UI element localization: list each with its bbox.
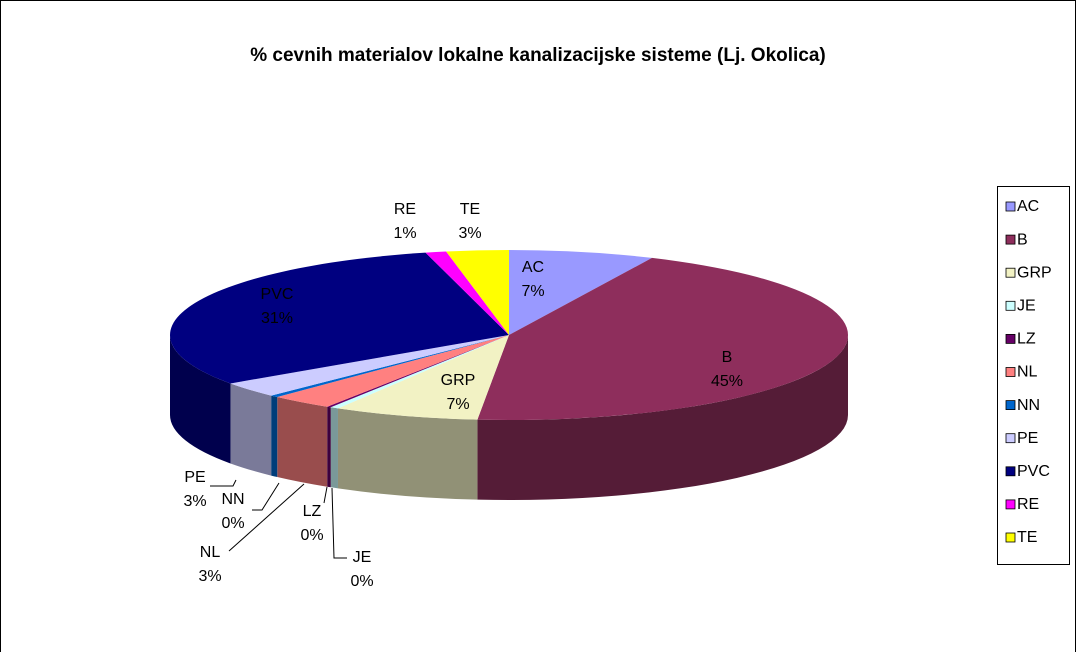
leader-line: [210, 479, 237, 487]
legend-swatch: [1005, 333, 1016, 344]
legend-swatch: [1005, 466, 1016, 477]
slice: [509, 250, 653, 335]
chart-title: % cevnih materialov lokalne kanalizacijs…: [250, 45, 826, 66]
slice: [477, 257, 848, 420]
slice: [446, 250, 509, 335]
data-label-value: 45%: [711, 373, 743, 390]
slice-side: [277, 397, 328, 487]
leader-line: [323, 486, 328, 504]
legend-swatch: [1005, 532, 1016, 543]
data-label-name: B: [722, 349, 733, 366]
slice: [330, 335, 509, 409]
legend-label: TE: [1017, 529, 1037, 546]
data-label-value: 3%: [198, 568, 221, 585]
slice-side: [327, 406, 331, 488]
legend-swatch: [1005, 234, 1016, 245]
legend-swatch: [1005, 367, 1016, 377]
data-label-value: 0%: [221, 515, 244, 532]
legend-label: NN: [1017, 397, 1040, 414]
slice-side: [271, 395, 278, 478]
slice: [271, 335, 509, 398]
slice-side: [170, 335, 231, 464]
leader-line: [252, 482, 280, 511]
legend-swatch: [1005, 433, 1016, 444]
data-label-name: NL: [200, 544, 221, 561]
legend-label: B: [1017, 231, 1028, 248]
data-label-value: 31%: [261, 310, 293, 327]
data-label-name: TE: [460, 201, 480, 218]
data-label-value: 7%: [446, 396, 469, 413]
data-label-value: 3%: [458, 225, 481, 242]
legend-swatch: [1005, 300, 1016, 311]
legend-label: PVC: [1017, 463, 1050, 480]
legend-label: GRP: [1017, 264, 1052, 281]
slice: [337, 335, 509, 420]
slice-side: [230, 383, 272, 476]
slice: [277, 335, 509, 407]
data-label-name: JE: [353, 549, 372, 566]
slice: [230, 335, 509, 396]
legend-swatch: [1005, 400, 1016, 411]
legend-swatch: [1005, 201, 1016, 212]
data-label-name: GRP: [441, 372, 476, 389]
data-label-name: PE: [184, 469, 205, 486]
data-label-name: RE: [394, 201, 416, 218]
data-label-name: PVC: [261, 286, 294, 303]
legend-swatch: [1005, 499, 1016, 510]
legend-swatch: [1005, 267, 1016, 278]
leader-line: [331, 487, 347, 559]
leader-line: [228, 483, 305, 552]
legend-label: AC: [1017, 198, 1039, 215]
slice: [327, 335, 509, 408]
legend-label: NL: [1017, 364, 1038, 381]
slice-side: [337, 408, 478, 500]
data-label-value: 3%: [183, 493, 206, 510]
slice: [170, 252, 510, 384]
data-label-value: 0%: [300, 527, 323, 544]
data-label-value: 0%: [350, 573, 373, 590]
legend-label: JE: [1017, 298, 1036, 315]
data-label-value: 7%: [521, 283, 544, 300]
data-label-value: 1%: [393, 225, 416, 242]
data-label-name: LZ: [303, 503, 322, 520]
data-label-name: NN: [221, 491, 244, 508]
data-label-name: AC: [522, 259, 544, 276]
slice: [425, 251, 509, 335]
legend-label: RE: [1017, 496, 1039, 513]
slice-side: [330, 407, 338, 489]
legend-label: PE: [1017, 430, 1038, 447]
legend-label: LZ: [1017, 331, 1036, 348]
slice-side: [477, 335, 848, 500]
